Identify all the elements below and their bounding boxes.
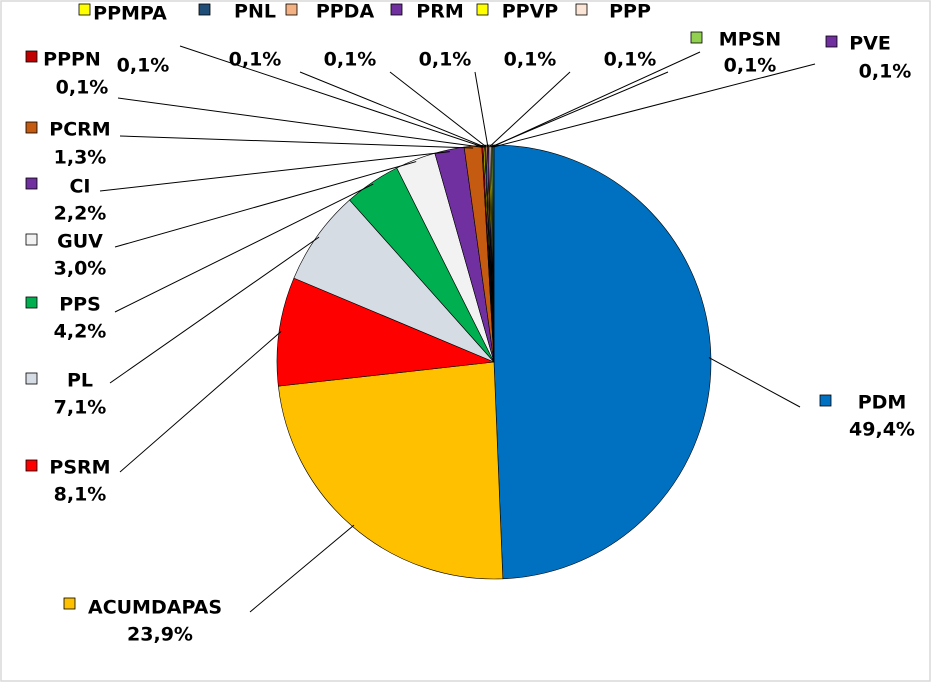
slice-label: PCRM — [49, 119, 110, 141]
slice-label: PDM — [858, 392, 907, 414]
slice-value-label: 0,1% — [419, 49, 472, 71]
slice-value-label: 0,1% — [724, 55, 777, 77]
leader-line — [493, 63, 816, 148]
legend-swatch — [285, 3, 298, 16]
legend-swatch — [25, 296, 38, 309]
slice-label: ACUMDAPAS — [88, 597, 222, 619]
legend-swatch — [819, 394, 832, 407]
leader-line — [474, 71, 489, 148]
slice-value-label: 7,1% — [54, 397, 107, 419]
leader-line — [117, 97, 483, 148]
slice-value-label: 4,2% — [54, 321, 107, 343]
leader-line — [109, 236, 320, 384]
legend-swatch — [25, 177, 38, 190]
leader-line — [99, 151, 450, 192]
slice-label: PVE — [849, 33, 891, 55]
legend-swatch — [25, 459, 38, 472]
legend-swatch — [476, 3, 489, 16]
slice-value-label: 23,9% — [127, 624, 193, 646]
leader-line — [488, 71, 571, 148]
slice-value-label: 0,1% — [117, 55, 170, 77]
slice-value-label: 0,1% — [56, 77, 109, 99]
legend-swatch — [25, 50, 38, 63]
slice-value-label: 0,1% — [324, 49, 377, 71]
legend-swatch — [25, 372, 38, 385]
leader-line — [299, 71, 486, 148]
leader-line — [179, 45, 485, 148]
legend-swatch — [390, 3, 403, 16]
leader-line — [708, 357, 801, 408]
slice-label: PL — [67, 370, 93, 392]
legend-swatch — [78, 3, 91, 16]
slice-value-label: 3,0% — [54, 258, 107, 280]
slice-label: PPP — [609, 1, 651, 23]
slice-label: PPS — [59, 294, 101, 316]
legend-swatch — [25, 233, 38, 246]
slice-label: PPMPA — [93, 3, 167, 25]
leader-line — [491, 51, 701, 148]
legend-swatch — [198, 3, 211, 16]
slice-value-label: 0,1% — [604, 49, 657, 71]
leader-line — [249, 524, 355, 613]
pie-slice — [276, 277, 496, 387]
pie-slice — [492, 144, 495, 363]
slice-value-label: 0,1% — [229, 49, 282, 71]
slice-label: CI — [69, 176, 90, 198]
slice-label: PSRM — [49, 457, 110, 479]
slice-label: PPVP — [502, 1, 559, 23]
slice-label: PPDA — [316, 1, 375, 23]
legend-swatch — [825, 35, 838, 48]
pie-slice — [493, 144, 712, 580]
legend-swatch — [25, 121, 38, 134]
slice-label: PNL — [234, 1, 276, 23]
slice-label: MPSN — [719, 29, 781, 51]
slice-value-label: 49,4% — [849, 419, 915, 441]
leader-line — [119, 135, 474, 149]
slice-value-label: 0,1% — [859, 61, 912, 83]
slice-value-label: 1,3% — [54, 147, 107, 169]
slice-value-label: 2,2% — [54, 203, 107, 225]
slice-label: GUV — [57, 231, 103, 253]
slice-label: PRM — [416, 1, 463, 23]
leader-line — [114, 183, 374, 313]
leader-line — [114, 161, 417, 248]
slice-value-label: 0,1% — [504, 49, 557, 71]
leader-line — [389, 71, 487, 148]
legend-swatch — [690, 31, 703, 44]
legend-swatch — [575, 3, 588, 16]
leader-line — [119, 331, 282, 473]
legend-swatch — [63, 597, 76, 610]
slice-label: PPPN — [43, 49, 101, 71]
slice-value-label: 8,1% — [54, 484, 107, 506]
